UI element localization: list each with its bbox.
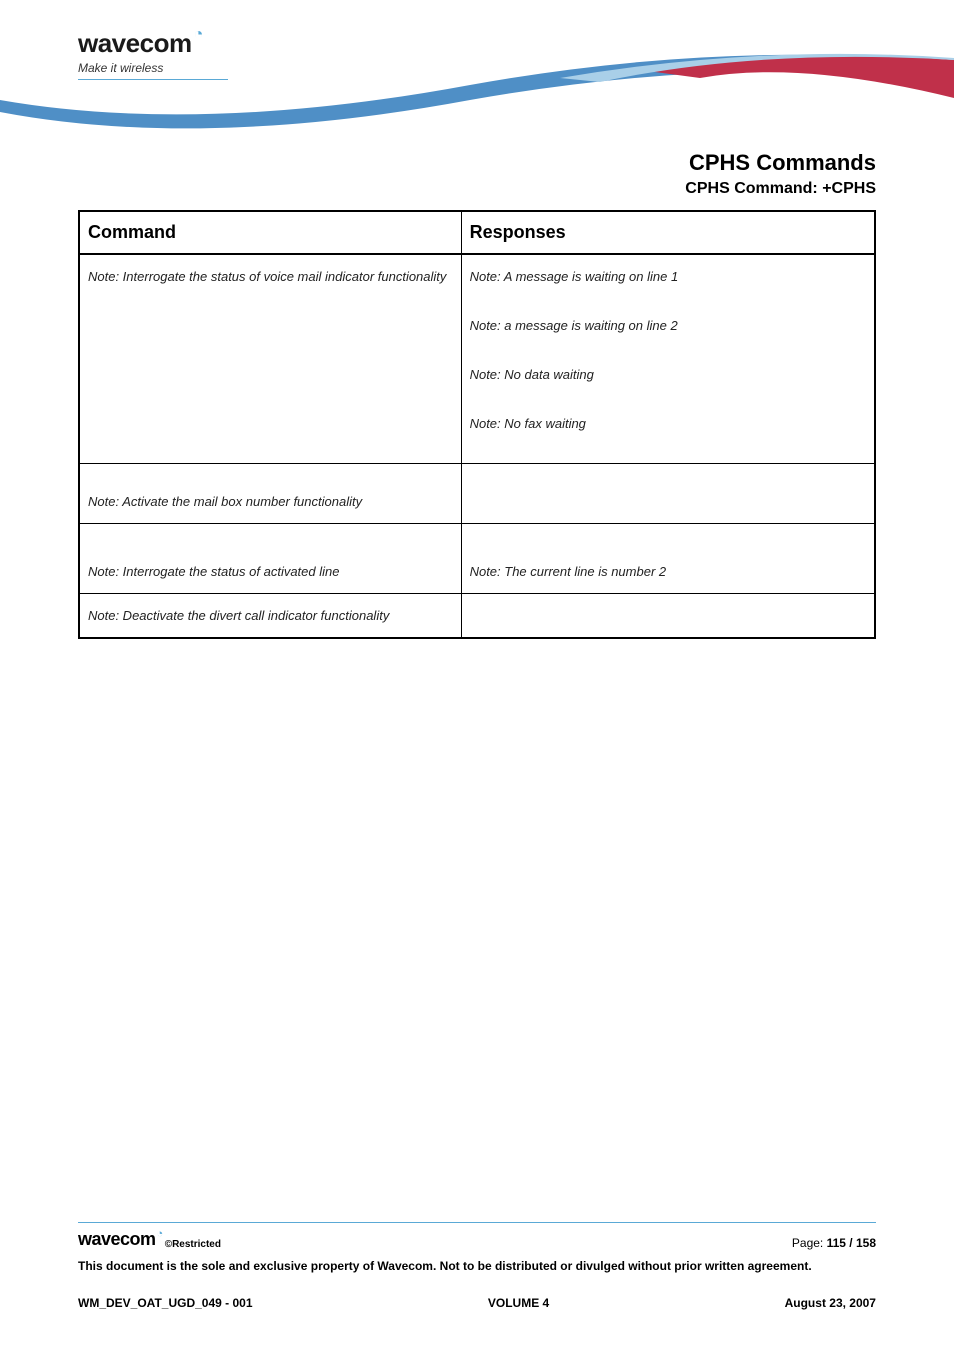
response-note: Note: No fax waiting bbox=[470, 416, 866, 431]
logo-tagline: Make it wireless bbox=[78, 61, 228, 75]
th-command: Command bbox=[79, 211, 461, 254]
table-row: Note: Interrogate the status of activate… bbox=[79, 524, 875, 594]
footer-logo-text: wavecom bbox=[78, 1229, 156, 1250]
response-note: Note: A message is waiting on line 1 bbox=[470, 269, 866, 284]
page-footer: wavecom ◔ ©Restricted Page: 115 / 158 Th… bbox=[78, 1222, 876, 1310]
command-note: Note: Deactivate the divert call indicat… bbox=[88, 608, 453, 623]
page-current: 115 bbox=[827, 1236, 846, 1250]
footer-doc-id: WM_DEV_OAT_UGD_049 - 001 bbox=[78, 1296, 253, 1310]
footer-volume: VOLUME 4 bbox=[488, 1296, 549, 1310]
page-total: 158 bbox=[856, 1236, 876, 1250]
footer-logo-swirl-icon: ◔ bbox=[157, 1228, 163, 1240]
response-note: Note: No data waiting bbox=[470, 367, 866, 382]
response-note: Note: a message is waiting on line 2 bbox=[470, 318, 866, 333]
page-sep: / bbox=[846, 1236, 856, 1250]
page-title: CPHS Commands bbox=[78, 150, 876, 176]
response-note: Note: The current line is number 2 bbox=[470, 564, 866, 579]
logo-swirl-icon: ◔ bbox=[194, 26, 203, 44]
page-subtitle: CPHS Command: +CPHS bbox=[78, 180, 876, 198]
logo-text: wavecom bbox=[78, 28, 192, 59]
command-note: Note: Activate the mail box number funct… bbox=[88, 494, 453, 509]
logo-underline bbox=[78, 79, 228, 80]
table-row: Note: Activate the mail box number funct… bbox=[79, 464, 875, 524]
page-number: Page: 115 / 158 bbox=[792, 1236, 876, 1250]
command-note: Note: Interrogate the status of activate… bbox=[88, 564, 453, 579]
commands-table: Command Responses Note: Interrogate the … bbox=[78, 210, 876, 639]
footer-restricted: ©Restricted bbox=[165, 1239, 221, 1250]
brand-logo: wavecom ◔ Make it wireless bbox=[78, 28, 228, 80]
footer-date: August 23, 2007 bbox=[785, 1296, 876, 1310]
footer-rule bbox=[78, 1222, 876, 1223]
table-row: Note: Interrogate the status of voice ma… bbox=[79, 254, 875, 464]
footer-logo: wavecom ◔ bbox=[78, 1229, 163, 1250]
table-row: Note: Deactivate the divert call indicat… bbox=[79, 594, 875, 639]
footer-disclaimer: This document is the sole and exclusive … bbox=[78, 1258, 876, 1274]
page-label: Page: bbox=[792, 1236, 827, 1250]
command-note: Note: Interrogate the status of voice ma… bbox=[88, 269, 453, 284]
th-responses: Responses bbox=[461, 211, 875, 254]
